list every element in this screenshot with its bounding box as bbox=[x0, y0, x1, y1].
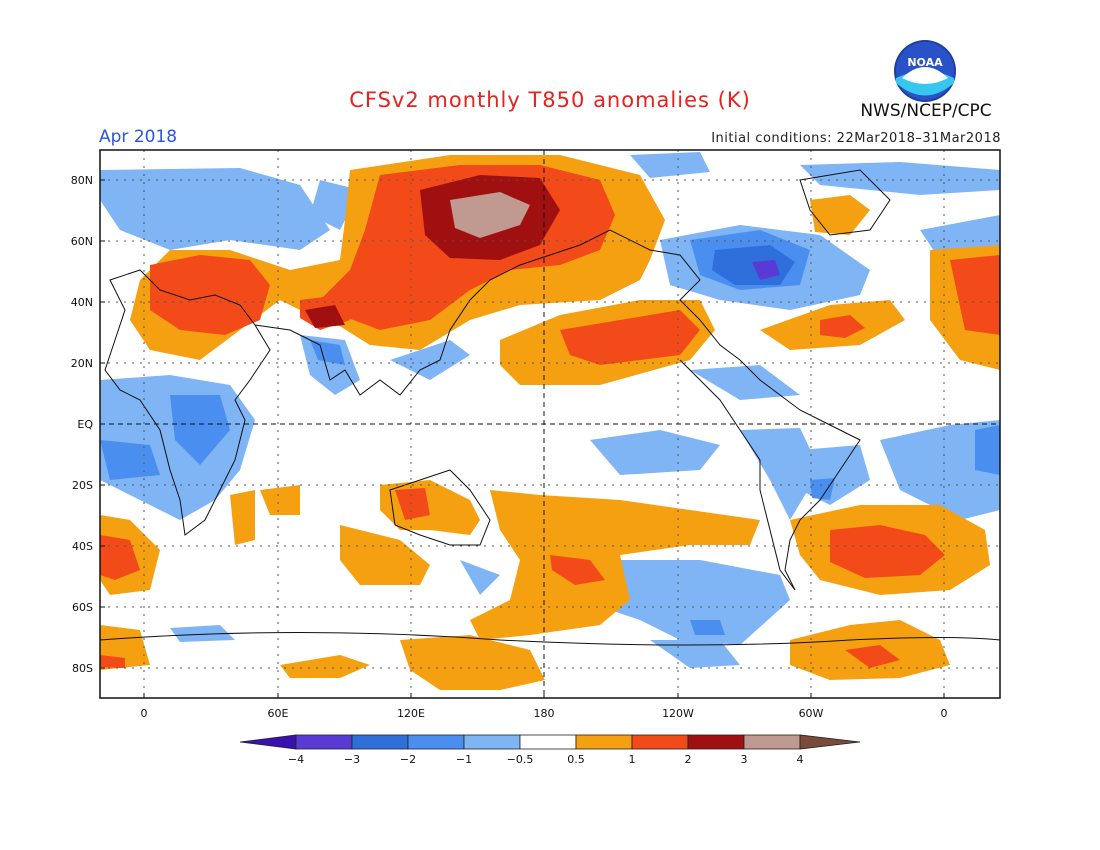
lat-label: 80S bbox=[72, 662, 93, 675]
colorbar-min-arrow bbox=[239, 734, 297, 750]
lat-label: 40N bbox=[71, 296, 93, 309]
lon-label: 60W bbox=[799, 707, 824, 720]
noaa-logo: NOAA bbox=[894, 40, 956, 102]
colorbar: −4 −3 −2 −1 −0.5 0.5 1 2 3 4 bbox=[239, 734, 861, 766]
lon-ticks bbox=[143, 693, 945, 698]
colorbar-max-arrow bbox=[799, 734, 861, 750]
anomaly-fields bbox=[100, 150, 1000, 698]
colorbar-label: −0.5 bbox=[507, 753, 534, 766]
colorbar-swatch bbox=[463, 734, 521, 750]
colorbar-swatch bbox=[407, 734, 465, 750]
colorbar-label: 3 bbox=[741, 753, 748, 766]
colorbar-label: 1 bbox=[629, 753, 636, 766]
agency-label: NWS/NCEP/CPC bbox=[860, 101, 992, 121]
lon-axis: 0 60E 120E 180 120W 60W 0 bbox=[141, 707, 948, 720]
colorbar-swatch bbox=[743, 734, 801, 750]
equator-dateline bbox=[100, 150, 1000, 698]
colorbar-label: 4 bbox=[797, 753, 804, 766]
lon-label: 120W bbox=[662, 707, 694, 720]
lat-label: EQ bbox=[77, 418, 93, 431]
lat-label: 60S bbox=[72, 601, 93, 614]
colorbar-label: 2 bbox=[685, 753, 692, 766]
initial-conditions: Initial conditions: 22Mar2018–31Mar2018 bbox=[711, 131, 1001, 146]
lon-label: 0 bbox=[141, 707, 148, 720]
lon-label: 0 bbox=[941, 707, 948, 720]
lat-axis: 80N 60N 40N 20N EQ 20S 40S 60S 80S bbox=[71, 174, 94, 675]
colorbar-label: 0.5 bbox=[567, 753, 585, 766]
forecast-period: Apr 2018 bbox=[99, 127, 178, 147]
lat-ticks bbox=[100, 179, 105, 669]
colorbar-swatch bbox=[351, 734, 409, 750]
lat-label: 80N bbox=[71, 174, 93, 187]
lon-label: 120E bbox=[397, 707, 425, 720]
lon-label: 60E bbox=[268, 707, 289, 720]
lat-label: 20S bbox=[72, 479, 93, 492]
noaa-logo-text: NOAA bbox=[907, 56, 943, 69]
warm-anomalies-core bbox=[450, 192, 530, 238]
lat-label: 40S bbox=[72, 540, 93, 553]
colorbar-swatch bbox=[295, 734, 353, 750]
colorbar-label: −3 bbox=[344, 753, 360, 766]
colorbar-label: −4 bbox=[288, 753, 304, 766]
lat-label: 60N bbox=[71, 235, 93, 248]
lat-label: 20N bbox=[71, 357, 93, 370]
map-title: CFSv2 monthly T850 anomalies (K) bbox=[349, 88, 751, 112]
colorbar-label: −2 bbox=[400, 753, 416, 766]
colorbar-swatch bbox=[687, 734, 745, 750]
cold-anomalies-core bbox=[752, 260, 780, 280]
lon-label: 180 bbox=[534, 707, 555, 720]
colorbar-swatch bbox=[631, 734, 689, 750]
colorbar-swatch bbox=[519, 734, 577, 750]
colorbar-swatch bbox=[575, 734, 633, 750]
coastlines bbox=[100, 169, 1000, 646]
colorbar-label: −1 bbox=[456, 753, 472, 766]
